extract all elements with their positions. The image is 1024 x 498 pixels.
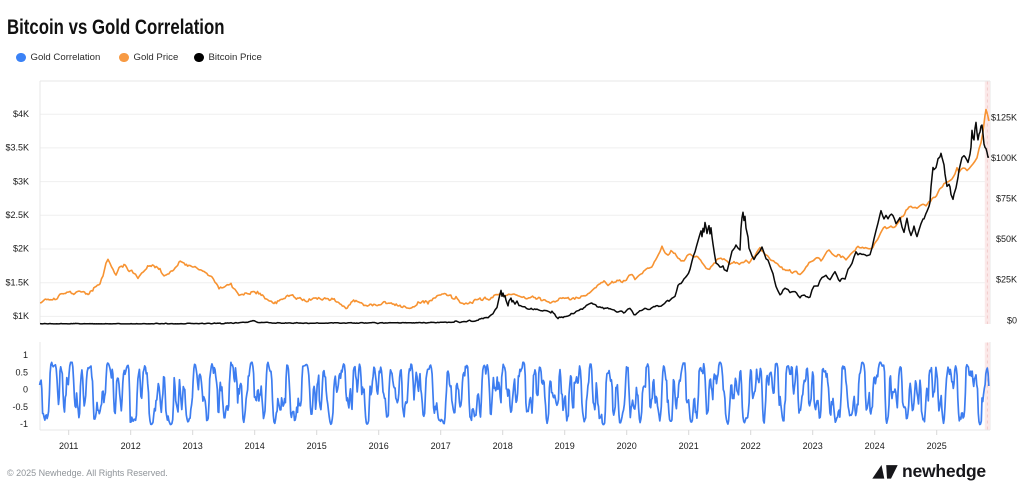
- svg-text:$25K: $25K: [996, 275, 1017, 285]
- svg-text:$2.5K: $2.5K: [5, 210, 29, 220]
- svg-text:-0.5: -0.5: [12, 402, 28, 412]
- svg-text:2025: 2025: [927, 441, 947, 451]
- svg-text:$0: $0: [1007, 315, 1017, 325]
- svg-text:2021: 2021: [679, 441, 699, 451]
- svg-text:2019: 2019: [555, 441, 575, 451]
- svg-text:2024: 2024: [865, 441, 885, 451]
- svg-text:2017: 2017: [431, 441, 451, 451]
- svg-text:2020: 2020: [617, 441, 637, 451]
- svg-text:$2K: $2K: [13, 244, 29, 254]
- svg-text:$1K: $1K: [13, 311, 29, 321]
- svg-text:2018: 2018: [493, 441, 513, 451]
- svg-text:2016: 2016: [369, 441, 389, 451]
- svg-text:$1.5K: $1.5K: [5, 277, 29, 287]
- svg-text:2023: 2023: [803, 441, 823, 451]
- svg-text:0: 0: [23, 385, 28, 395]
- svg-text:2013: 2013: [183, 441, 203, 451]
- svg-text:2014: 2014: [245, 441, 265, 451]
- svg-text:$50K: $50K: [996, 234, 1017, 244]
- svg-text:2011: 2011: [59, 441, 78, 451]
- svg-text:$4K: $4K: [13, 109, 29, 119]
- svg-text:2015: 2015: [307, 441, 327, 451]
- svg-text:$100K: $100K: [991, 153, 1017, 163]
- svg-text:2022: 2022: [741, 441, 761, 451]
- svg-text:-1: -1: [20, 419, 28, 429]
- svg-text:$125K: $125K: [991, 112, 1017, 122]
- svg-text:$75K: $75K: [996, 194, 1017, 204]
- svg-text:$3.5K: $3.5K: [5, 143, 29, 153]
- svg-text:$3K: $3K: [13, 176, 29, 186]
- svg-text:0.5: 0.5: [15, 367, 28, 377]
- svg-text:1: 1: [23, 350, 28, 360]
- svg-text:2012: 2012: [121, 441, 141, 451]
